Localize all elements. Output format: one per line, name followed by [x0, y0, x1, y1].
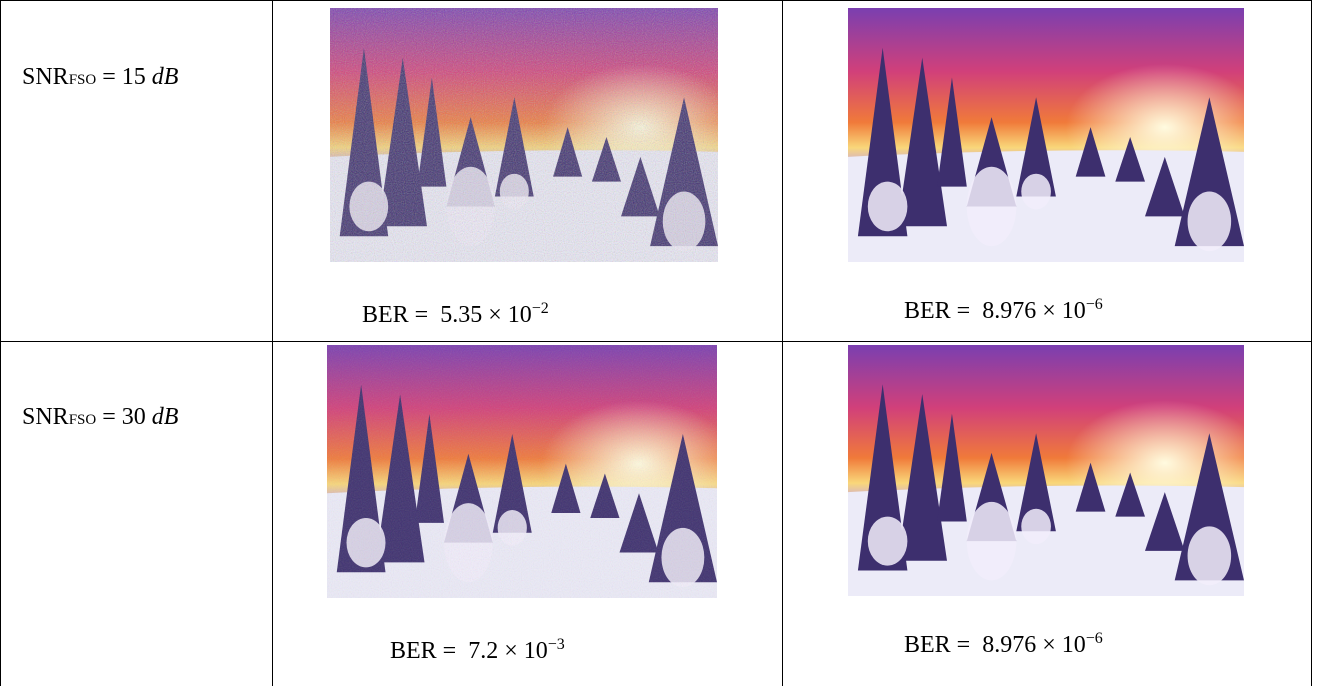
snr-label: SNRFSO = 15 dB — [22, 64, 179, 90]
border — [782, 0, 783, 686]
ber: BER = 7.2 × 10−3 — [390, 636, 565, 664]
snr-label: SNRFSO = 30 dB — [22, 404, 179, 430]
border — [0, 341, 1312, 342]
ber: BER = 8.976 × 10−6 — [904, 296, 1103, 324]
border — [0, 0, 1, 686]
image — [848, 8, 1244, 262]
border — [0, 0, 1312, 1]
border — [272, 0, 273, 686]
ber: BER = 8.976 × 10−6 — [904, 630, 1103, 658]
image — [848, 345, 1244, 596]
image — [327, 345, 717, 598]
image — [330, 8, 718, 262]
ber: BER = 5.35 × 10−2 — [362, 300, 549, 328]
border — [1311, 0, 1312, 686]
